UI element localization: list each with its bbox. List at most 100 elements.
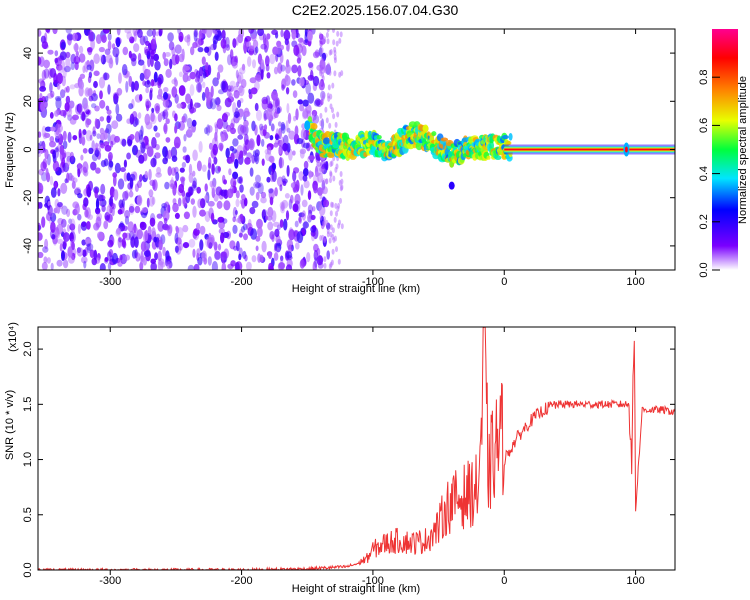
noise-cell [129,134,135,141]
noise-cell [246,222,253,231]
noise-cell [155,31,159,37]
noise-cell [298,216,302,223]
noise-cell [332,113,336,120]
noise-cell [81,136,86,146]
noise-cell [58,59,66,71]
noise-cell [99,263,106,270]
x-tick-label: -100 [362,575,384,587]
noise-cell [303,167,309,177]
noise-cell [71,180,76,189]
noise-cell [91,93,98,102]
noise-cell [49,207,54,218]
noise-cell [44,132,51,138]
noise-cell [324,161,328,170]
noise-cell [81,111,86,122]
noise-cell [56,72,64,85]
noise-cell [217,243,222,251]
noise-cell [69,223,76,231]
noise-cell [334,166,338,173]
noise-cell [209,98,217,110]
noise-cell [286,142,291,153]
noise-cell [271,170,277,182]
noise-cell [276,107,281,114]
noise-cell [248,218,252,228]
noise-cell [267,103,273,110]
noise-cell [205,62,209,72]
noise-cell [100,160,107,168]
noise-cell [323,216,326,223]
noise-cell [176,227,184,239]
noise-cell [233,111,240,118]
x-tick-label: -200 [231,575,253,587]
noise-cell [271,29,278,35]
noise-cell [240,124,247,133]
noise-cell [144,113,151,126]
noise-cell [326,250,331,260]
noise-cell [192,248,196,258]
noise-cell [192,180,197,189]
noise-cell [325,219,329,226]
noise-cell [255,191,260,201]
noise-cell [146,146,154,158]
noise-cell [216,104,222,112]
noise-cell [326,29,330,33]
noise-cell [252,150,256,158]
noise-cell [116,227,121,235]
noise-cell [334,121,338,128]
noise-cell [325,32,329,38]
noise-cell [300,184,304,196]
noise-cell [321,178,327,184]
noise-cell [285,251,293,259]
noise-cell [265,55,270,67]
noise-cell [77,168,81,178]
noise-cell [153,236,157,243]
noise-cell [323,235,327,242]
noise-cell [163,87,169,93]
noise-cell [81,256,88,264]
noise-cell [297,99,303,105]
noise-cell [174,125,178,134]
noise-cell [236,217,242,223]
noise-cell [133,80,139,91]
noise-cell [157,113,163,123]
noise-cell [111,120,119,130]
noise-cell [174,113,178,122]
noise-cell [171,79,177,85]
noise-cell [305,82,312,95]
noise-cell [294,200,301,213]
noise-cell [260,69,264,80]
noise-cell [154,252,159,261]
noise-cell [229,80,236,90]
noise-cell [192,149,198,162]
noise-cell [78,132,83,145]
noise-cell [43,68,50,79]
noise-cell [82,161,89,173]
noise-cell [250,228,258,240]
noise-cell [94,187,98,199]
noise-cell [186,36,191,47]
noise-cell [232,216,236,223]
noise-cell [104,128,110,134]
noise-cell [320,65,324,72]
noise-cell [99,90,103,100]
noise-cell [41,216,46,228]
noise-cell [62,240,67,248]
noise-cell [220,189,228,197]
noise-cell [276,176,284,187]
noise-cell [45,167,49,178]
noise-cell [240,226,246,233]
noise-cell [115,113,123,122]
noise-cell [214,122,218,129]
noise-cell [165,68,172,78]
noise-cell [144,250,151,257]
signal-cell [440,137,449,142]
noise-cell [57,201,63,208]
noise-cell [276,224,281,231]
noise-cell [87,242,91,254]
noise-cell [104,48,111,56]
noise-cell [141,207,148,214]
noise-cell [107,32,112,41]
noise-cell [249,77,257,84]
noise-cell [237,74,242,84]
y-tick-label: 0.0 [22,562,34,577]
